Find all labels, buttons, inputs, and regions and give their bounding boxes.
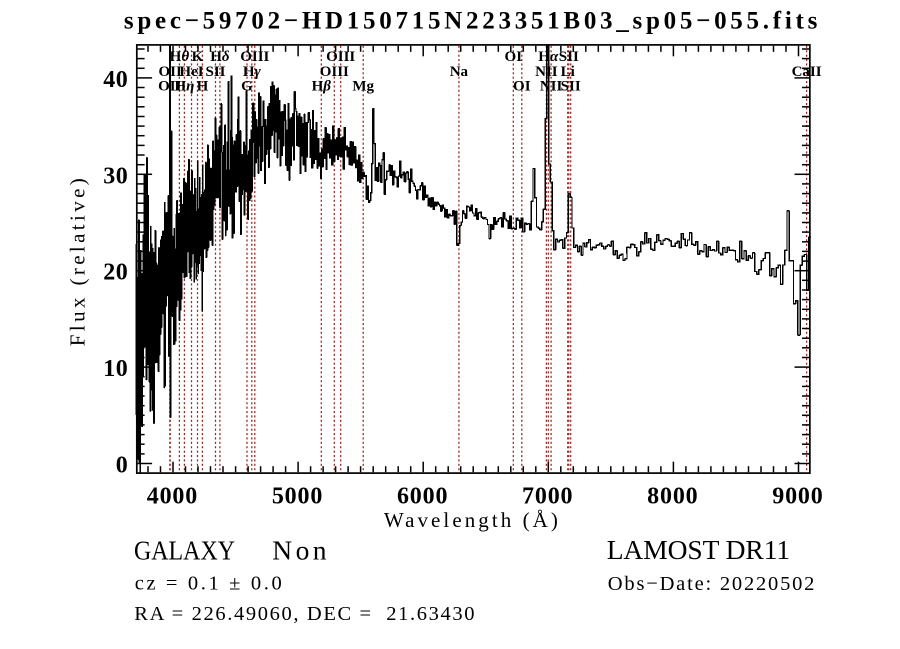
svg-text:OII: OII bbox=[158, 78, 182, 94]
svg-text:Non: Non bbox=[272, 535, 326, 566]
svg-text:6000: 6000 bbox=[397, 484, 448, 510]
svg-text:OIII: OIII bbox=[326, 49, 355, 65]
svg-text:OII: OII bbox=[159, 64, 183, 80]
svg-text:SII: SII bbox=[561, 78, 581, 94]
svg-text:OIII: OIII bbox=[240, 49, 269, 65]
svg-text:SII: SII bbox=[205, 64, 225, 80]
svg-text:SII: SII bbox=[559, 49, 579, 65]
svg-text:Hβ: Hβ bbox=[312, 78, 332, 94]
svg-text:0: 0 bbox=[116, 453, 128, 479]
svg-text:OIII: OIII bbox=[320, 64, 349, 80]
svg-text:cz = 0.1 ± 0.0: cz = 0.1 ± 0.0 bbox=[135, 572, 282, 594]
svg-text:H: H bbox=[197, 78, 209, 94]
svg-text:Na: Na bbox=[450, 64, 469, 80]
svg-text:40: 40 bbox=[103, 67, 128, 93]
svg-text:Hθ: Hθ bbox=[170, 49, 190, 65]
svg-text:Li: Li bbox=[561, 64, 575, 80]
svg-text:10: 10 bbox=[103, 356, 128, 382]
svg-text:HeI: HeI bbox=[179, 64, 203, 80]
svg-text:LAMOST DR11: LAMOST DR11 bbox=[607, 534, 790, 565]
svg-text:RA = 226.49060, DEC = 21.6343: RA = 226.49060, DEC = 21.63430 bbox=[134, 603, 474, 625]
svg-text:Wavelength (Å): Wavelength (Å) bbox=[384, 508, 558, 532]
svg-text:9000: 9000 bbox=[772, 484, 823, 510]
svg-text:CaII: CaII bbox=[792, 64, 822, 80]
svg-text:7000: 7000 bbox=[522, 484, 573, 510]
svg-text:30: 30 bbox=[103, 163, 128, 189]
svg-text:NII: NII bbox=[540, 78, 563, 94]
svg-text:Hη: Hη bbox=[174, 78, 194, 94]
svg-text:OI: OI bbox=[513, 78, 531, 94]
svg-text:20: 20 bbox=[103, 260, 128, 286]
svg-text:NII: NII bbox=[535, 64, 558, 80]
svg-text:spec−59702−HD150715N223351B03_: spec−59702−HD150715N223351B03_sp05−055.f… bbox=[124, 7, 818, 34]
svg-text:8000: 8000 bbox=[647, 484, 698, 510]
svg-text:Hδ: Hδ bbox=[210, 49, 230, 65]
svg-text:Flux (relative): Flux (relative) bbox=[65, 178, 89, 346]
svg-text:Hα: Hα bbox=[538, 49, 559, 65]
svg-text:OI: OI bbox=[505, 49, 523, 65]
svg-text:GALAXY: GALAXY bbox=[134, 535, 235, 566]
svg-text:K: K bbox=[192, 49, 204, 65]
svg-text:5000: 5000 bbox=[272, 484, 323, 510]
svg-text:G: G bbox=[241, 78, 253, 94]
svg-text:Mg: Mg bbox=[352, 78, 374, 94]
svg-text:Obs−Date: 20220502: Obs−Date: 20220502 bbox=[608, 573, 815, 595]
svg-text:Hγ: Hγ bbox=[243, 64, 262, 80]
svg-text:4000: 4000 bbox=[147, 484, 198, 510]
